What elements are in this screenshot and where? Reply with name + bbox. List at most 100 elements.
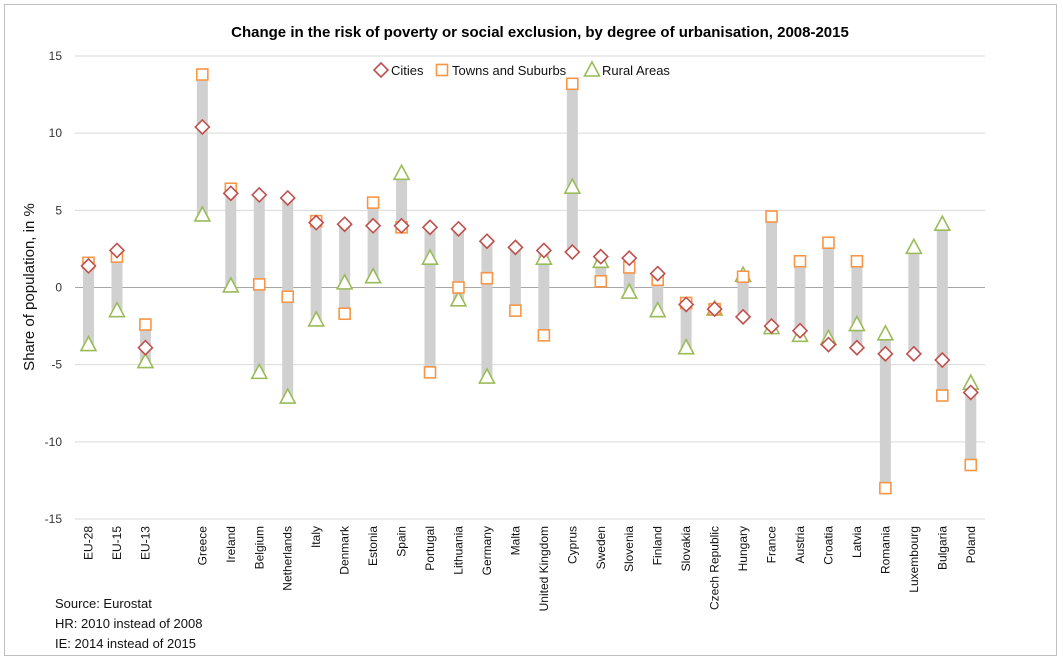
range-bar [680,302,692,348]
point-triangle [905,237,923,255]
x-tick-label: Belgium [252,526,266,569]
legend-label: Cities [391,63,424,78]
point-diamond [592,248,609,265]
point-diamond [820,336,837,353]
x-tick-label: EU-13 [138,526,152,560]
point-square [537,329,551,342]
x-tick-label: Netherlands [281,526,295,591]
x-tick-label: Finland [651,526,665,565]
x-tick-label: EU-15 [110,526,124,560]
x-tick-label: Poland [964,526,978,563]
x-tick-label: Hungary [736,526,750,571]
point-square [879,481,892,495]
point-diamond [279,189,296,207]
x-tick-label: Sweden [594,526,608,569]
point-diamond [734,308,752,325]
point-diamond [706,300,723,318]
y-tick-label: -5 [51,358,62,372]
point-triangle [193,205,212,222]
x-tick-label: Czech Republic [708,526,722,610]
range-bar [509,247,521,311]
x-tick-label: Ireland [224,526,238,563]
point-triangle [136,351,155,369]
x-tick-label: Croatia [821,526,835,565]
point-triangle [563,177,582,194]
point-diamond [905,345,922,362]
legend-marker-square [435,63,449,77]
range-bar [452,228,464,300]
range-bar [794,261,806,336]
x-tick-label: EU-28 [82,526,96,560]
point-diamond [877,345,894,362]
y-axis-title: Share of population, in % [21,203,38,371]
legend-label: Rural Areas [602,63,670,78]
x-tick-label: Austria [793,526,807,564]
range-bar [396,173,408,228]
point-diamond [763,317,780,335]
x-tick-label: Germany [480,526,494,575]
point-diamond [564,243,581,261]
legend-label: Towns and Suburbs [452,63,567,78]
point-diamond [251,186,268,204]
ie-note: IE: 2014 instead of 2015 [55,636,196,651]
range-bar [766,216,778,328]
legend: Cities Towns and Suburbs Rural Areas [372,60,670,79]
point-square [509,304,522,317]
point-triangle [677,337,695,355]
y-tick-label: -15 [45,512,63,526]
y-tick-labels: 15 10 5 0 -5 -10 -15 [45,49,63,526]
point-diamond [308,214,325,231]
x-tick-label: Estonia [366,526,380,566]
point-triangle [278,387,297,404]
point-square [566,77,579,91]
point-square [850,254,864,268]
range-bar [595,256,607,282]
point-triangle [307,310,326,327]
range-bar [652,273,664,311]
point-triangle [478,367,496,384]
point-square [480,271,494,285]
point-triangle [933,214,952,232]
point-diamond [791,322,809,339]
point-triangle [79,334,98,352]
point-square [452,281,465,294]
x-tick-label: Luxembourg [907,526,921,593]
range-bar [196,74,208,215]
x-tick-label: Denmark [338,525,352,575]
x-tick-label: Latvia [850,526,864,558]
range-bar [367,202,379,277]
data-markers [79,68,980,495]
x-tick-labels: EU-28 EU-15 EU-13 Greece Ireland Belgium Nethe… [82,525,978,611]
range-bar [965,383,977,465]
range-bar [879,333,891,489]
point-triangle [648,300,667,318]
point-diamond [108,242,126,259]
point-square [252,278,266,291]
point-diamond [478,233,496,250]
y-tick-label: 5 [55,203,62,217]
range-bar [481,241,493,378]
range-bar [111,250,123,311]
x-tick-label: Slovakia [679,526,693,572]
y-tick-label: -10 [45,435,63,449]
legend-marker-diamond [372,61,390,79]
point-square [822,236,835,250]
point-triangle [108,300,126,318]
y-tick-label: 0 [55,281,62,295]
x-tick-label: Bulgaria [935,526,949,570]
x-tick-label: Italy [309,526,323,548]
range-bar [310,221,322,320]
gridlines [75,55,985,520]
x-tick-label: United Kingdom [537,526,551,611]
point-square [338,307,351,321]
point-square [765,210,778,223]
hr-note: HR: 2010 instead of 2008 [55,616,203,631]
point-diamond [421,219,439,236]
x-tick-label: Romania [878,526,892,574]
chart-title: Change in the risk of poverty or social … [231,24,849,41]
point-square [196,68,209,81]
point-triangle [250,362,269,380]
point-square [139,318,152,331]
point-square [594,275,608,288]
